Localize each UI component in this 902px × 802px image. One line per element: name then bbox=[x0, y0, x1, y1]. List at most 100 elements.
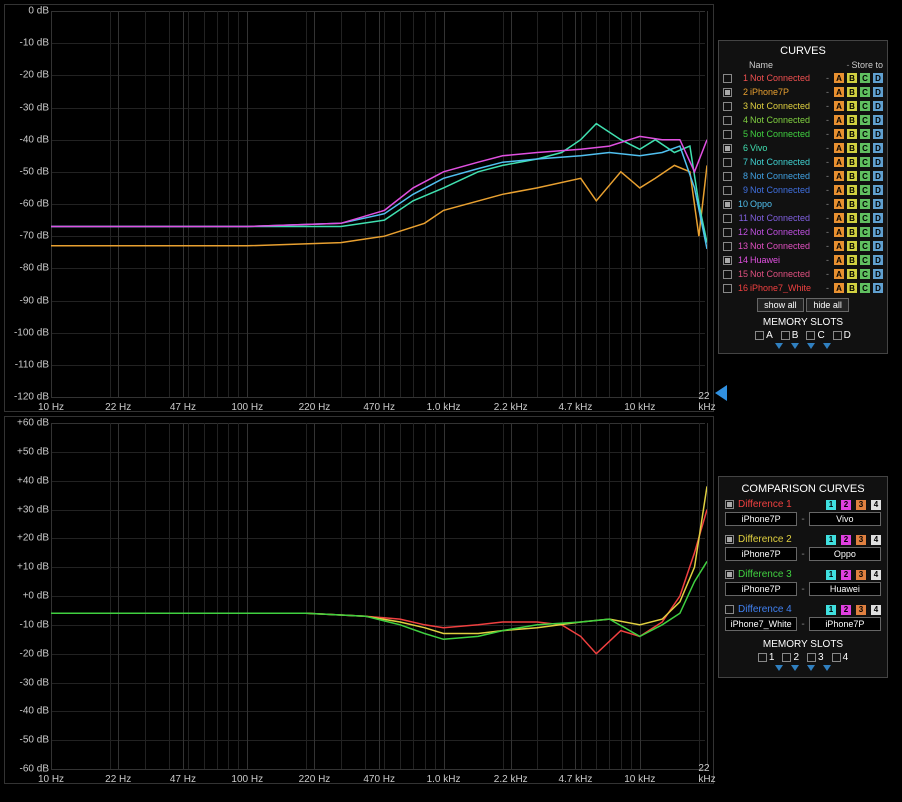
memslot-checkbox[interactable] bbox=[758, 653, 767, 662]
store-slot-b[interactable]: B bbox=[847, 115, 857, 125]
curve-name[interactable]: Oppo bbox=[750, 199, 822, 209]
curve-name[interactable]: Not Connected bbox=[750, 213, 822, 223]
curve-checkbox[interactable] bbox=[723, 214, 732, 223]
curve-checkbox[interactable] bbox=[723, 242, 732, 251]
memslot-checkbox[interactable] bbox=[782, 653, 791, 662]
diff-slot-2[interactable]: 2 bbox=[841, 500, 851, 510]
store-slot-b[interactable]: B bbox=[847, 255, 857, 265]
curve-checkbox[interactable] bbox=[723, 200, 732, 209]
store-slot-a[interactable]: A bbox=[834, 283, 844, 293]
curve-checkbox[interactable] bbox=[723, 74, 732, 83]
store-slot-a[interactable]: A bbox=[834, 255, 844, 265]
store-slot-c[interactable]: C bbox=[860, 143, 870, 153]
store-slot-a[interactable]: A bbox=[834, 87, 844, 97]
curve-checkbox[interactable] bbox=[723, 158, 732, 167]
store-slot-d[interactable]: D bbox=[873, 185, 883, 195]
store-slot-c[interactable]: C bbox=[860, 157, 870, 167]
curve-checkbox[interactable] bbox=[723, 130, 732, 139]
store-slot-d[interactable]: D bbox=[873, 143, 883, 153]
store-slot-b[interactable]: B bbox=[847, 199, 857, 209]
diff-input-a[interactable]: iPhone7P bbox=[725, 547, 797, 561]
diff-slot-1[interactable]: 1 bbox=[826, 535, 836, 545]
store-slot-d[interactable]: D bbox=[873, 241, 883, 251]
cursor-triangle-icon[interactable] bbox=[715, 385, 727, 401]
diff-slot-1[interactable]: 1 bbox=[826, 500, 836, 510]
store-slot-a[interactable]: A bbox=[834, 199, 844, 209]
store-slot-b[interactable]: B bbox=[847, 143, 857, 153]
curve-name[interactable]: iPhone7_White bbox=[750, 283, 822, 293]
store-slot-b[interactable]: B bbox=[847, 185, 857, 195]
curve-checkbox[interactable] bbox=[723, 228, 732, 237]
store-slot-d[interactable]: D bbox=[873, 115, 883, 125]
store-slot-d[interactable]: D bbox=[873, 213, 883, 223]
diff-slot-2[interactable]: 2 bbox=[841, 605, 851, 615]
curve-checkbox[interactable] bbox=[723, 144, 732, 153]
store-slot-b[interactable]: B bbox=[847, 227, 857, 237]
diff-slot-1[interactable]: 1 bbox=[826, 605, 836, 615]
store-slot-a[interactable]: A bbox=[834, 269, 844, 279]
diff-slot-4[interactable]: 4 bbox=[871, 605, 881, 615]
store-slot-c[interactable]: C bbox=[860, 185, 870, 195]
hide-all-button[interactable]: hide all bbox=[806, 298, 849, 312]
diff-slot-2[interactable]: 2 bbox=[841, 535, 851, 545]
diff-input-b[interactable]: Oppo bbox=[809, 547, 881, 561]
curve-name[interactable]: Not Connected bbox=[750, 171, 822, 181]
store-slot-a[interactable]: A bbox=[834, 101, 844, 111]
store-slot-d[interactable]: D bbox=[873, 157, 883, 167]
store-slot-d[interactable]: D bbox=[873, 199, 883, 209]
store-slot-c[interactable]: C bbox=[860, 241, 870, 251]
curve-checkbox[interactable] bbox=[723, 102, 732, 111]
diff-slot-2[interactable]: 2 bbox=[841, 570, 851, 580]
curve-name[interactable]: iPhone7P bbox=[750, 87, 822, 97]
store-slot-a[interactable]: A bbox=[834, 227, 844, 237]
memslot-checkbox[interactable] bbox=[807, 653, 816, 662]
store-slot-a[interactable]: A bbox=[834, 185, 844, 195]
store-slot-b[interactable]: B bbox=[847, 157, 857, 167]
diff-input-a[interactable]: iPhone7_White bbox=[725, 617, 797, 631]
store-slot-c[interactable]: C bbox=[860, 73, 870, 83]
store-slot-a[interactable]: A bbox=[834, 115, 844, 125]
store-slot-d[interactable]: D bbox=[873, 87, 883, 97]
store-slot-a[interactable]: A bbox=[834, 73, 844, 83]
store-slot-c[interactable]: C bbox=[860, 255, 870, 265]
diff-input-b[interactable]: iPhone7P bbox=[809, 617, 881, 631]
curve-checkbox[interactable] bbox=[723, 284, 732, 293]
diff-slot-1[interactable]: 1 bbox=[826, 570, 836, 580]
store-slot-c[interactable]: C bbox=[860, 115, 870, 125]
curve-checkbox[interactable] bbox=[723, 172, 732, 181]
curve-name[interactable]: Not Connected bbox=[750, 185, 822, 195]
store-slot-b[interactable]: B bbox=[847, 213, 857, 223]
diff-slot-4[interactable]: 4 bbox=[871, 500, 881, 510]
store-slot-d[interactable]: D bbox=[873, 269, 883, 279]
diff-slot-3[interactable]: 3 bbox=[856, 500, 866, 510]
store-slot-b[interactable]: B bbox=[847, 101, 857, 111]
store-slot-a[interactable]: A bbox=[834, 213, 844, 223]
diff-slot-3[interactable]: 3 bbox=[856, 605, 866, 615]
store-slot-c[interactable]: C bbox=[860, 227, 870, 237]
diff-checkbox[interactable] bbox=[725, 570, 734, 579]
curve-name[interactable]: Not Connected bbox=[750, 269, 822, 279]
curve-name[interactable]: Not Connected bbox=[750, 241, 822, 251]
diff-input-a[interactable]: iPhone7P bbox=[725, 582, 797, 596]
curve-name[interactable]: Huawei bbox=[750, 255, 822, 265]
store-slot-c[interactable]: C bbox=[860, 269, 870, 279]
store-slot-b[interactable]: B bbox=[847, 73, 857, 83]
curve-checkbox[interactable] bbox=[723, 116, 732, 125]
store-slot-d[interactable]: D bbox=[873, 73, 883, 83]
show-all-button[interactable]: show all bbox=[757, 298, 804, 312]
diff-slot-4[interactable]: 4 bbox=[871, 535, 881, 545]
diff-input-b[interactable]: Vivo bbox=[809, 512, 881, 526]
curve-name[interactable]: Vivo bbox=[750, 143, 822, 153]
store-slot-b[interactable]: B bbox=[847, 87, 857, 97]
diff-checkbox[interactable] bbox=[725, 500, 734, 509]
curve-name[interactable]: Not Connected bbox=[750, 157, 822, 167]
curve-name[interactable]: Not Connected bbox=[750, 73, 822, 83]
store-slot-d[interactable]: D bbox=[873, 171, 883, 181]
store-slot-d[interactable]: D bbox=[873, 101, 883, 111]
store-slot-a[interactable]: A bbox=[834, 171, 844, 181]
diff-input-b[interactable]: Huawei bbox=[809, 582, 881, 596]
store-slot-b[interactable]: B bbox=[847, 171, 857, 181]
curve-name[interactable]: Not Connected bbox=[750, 129, 822, 139]
memslot-checkbox[interactable] bbox=[833, 331, 842, 340]
store-slot-a[interactable]: A bbox=[834, 129, 844, 139]
